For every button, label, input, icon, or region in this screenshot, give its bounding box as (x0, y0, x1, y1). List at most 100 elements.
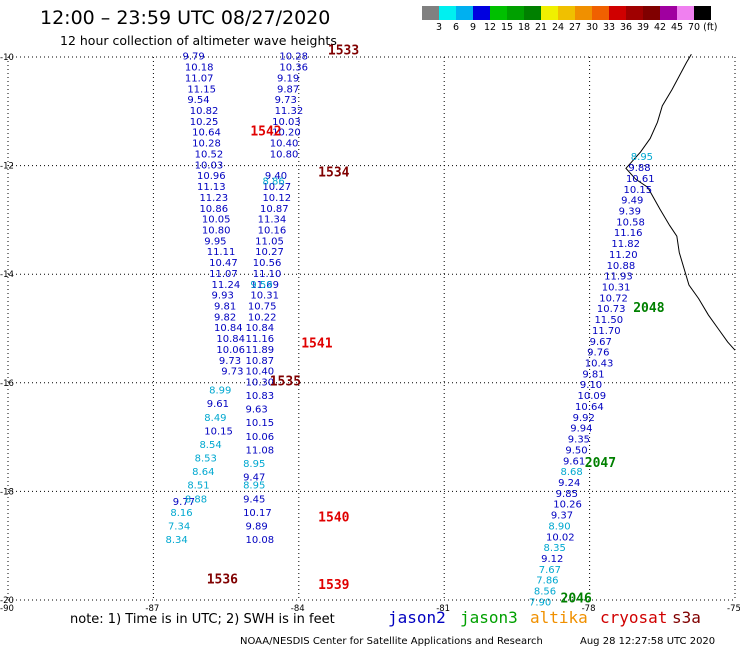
pass-number: 1539 (318, 578, 349, 593)
color-scale-label: 36 (619, 22, 633, 33)
swh-value: 11.34 (258, 215, 287, 226)
swh-value: 10.31 (602, 282, 631, 293)
swh-value: 10.84 (245, 323, 274, 334)
color-scale-label: 24 (551, 22, 565, 33)
color-scale-label: 30 (585, 22, 599, 33)
swh-value: 10.84 (214, 323, 243, 334)
swh-value: 10.28 (279, 52, 308, 63)
swh-value: 10.30 (245, 378, 274, 389)
swh-value: 10.73 (597, 304, 626, 315)
color-scale-swatch (677, 6, 694, 20)
swh-value: 9.95 (204, 236, 226, 247)
pass-number: 1541 (301, 337, 332, 352)
swh-value: 10.86 (199, 204, 228, 215)
swh-value: 8.49 (204, 413, 226, 424)
swh-value: 10.15 (204, 426, 233, 437)
swh-value: 11.05 (255, 236, 284, 247)
color-scale-swatch (575, 6, 592, 20)
swh-value: 10.26 (553, 500, 582, 511)
swh-value: 9.79 (182, 52, 204, 63)
swh-value: 9.24 (558, 478, 580, 489)
swh-value: 10.22 (248, 312, 277, 323)
swh-value: 9.54 (187, 95, 209, 106)
swh-value: 8.16 (170, 508, 192, 519)
swh-value: 11.08 (245, 445, 274, 456)
swh-value: 8.90 (548, 521, 570, 532)
color-scale-swatch (456, 6, 473, 20)
color-scale-label: 27 (568, 22, 582, 33)
swh-value: 9.73 (221, 367, 243, 378)
color-scale-label: 6 (452, 22, 460, 33)
swh-value: 9.10 (580, 380, 602, 391)
lat-tick-label: -20 (0, 596, 14, 606)
swh-value: 11.50 (594, 315, 623, 326)
swh-value: 9.45 (243, 494, 265, 505)
color-scale-label: 3 (435, 22, 443, 33)
swh-value: 10.03 (272, 117, 301, 128)
lon-tick-label: -78 (582, 604, 596, 614)
pass-number: 1540 (318, 510, 349, 525)
color-scale-label: 33 (602, 22, 616, 33)
swh-value: 10.72 (599, 293, 628, 304)
color-scale-swatch (507, 6, 524, 20)
swh-value: 8.88 (185, 494, 207, 505)
swh-value: 11.70 (592, 326, 621, 337)
swh-value: 8.95 (631, 152, 653, 163)
swh-value: 9.63 (245, 405, 267, 416)
legend-jason2: jason2 (388, 608, 446, 627)
swh-value: 9.19 (277, 73, 299, 84)
swh-value: 8.86 (262, 177, 284, 188)
swh-value: 10.80 (202, 225, 231, 236)
pass-number: 1536 (207, 573, 238, 588)
swh-value: 10.47 (209, 258, 238, 269)
swh-value: 10.64 (192, 128, 221, 139)
swh-value: 11.16 (245, 334, 274, 345)
swh-value: 8.51 (187, 481, 209, 492)
coastline (625, 54, 736, 351)
swh-value: 7.34 (168, 521, 190, 532)
swh-value: 10.03 (195, 160, 224, 171)
satellite-legend: jason2 jason3 altika cryosat s3a (388, 608, 738, 630)
swh-value: 8.95 (243, 481, 265, 492)
pass-number: 2047 (585, 456, 616, 471)
swh-value: 9.61 (563, 456, 585, 467)
swh-value: 9.87 (277, 84, 299, 95)
swh-value: 8.68 (561, 467, 583, 478)
lon-tick-label: -84 (291, 604, 305, 614)
legend-altika: altika (530, 608, 588, 627)
swh-value: 9.40 (265, 171, 287, 182)
swh-value: 10.06 (245, 432, 274, 443)
color-scale-label: 12 (483, 22, 497, 33)
swh-value: 9.94 (570, 424, 592, 435)
color-scale-swatch (694, 6, 711, 20)
swh-value: 11.07 (185, 73, 214, 84)
swh-value: 11.13 (197, 182, 226, 193)
swh-value: 10.56 (253, 258, 282, 269)
swh-value: 9.59 (250, 280, 272, 291)
swh-value: 11.89 (245, 345, 274, 356)
color-scale-swatch (524, 6, 541, 20)
color-scale-label: 42 (653, 22, 667, 33)
swh-value: 10.80 (270, 149, 299, 160)
swh-value: 9.81 (582, 369, 604, 380)
swh-value: 11.15 (187, 84, 216, 95)
color-scale-label: 18 (517, 22, 531, 33)
swh-value: 8.95 (243, 459, 265, 470)
swh-value: 10.25 (190, 117, 219, 128)
swh-value: 10.17 (243, 508, 272, 519)
swh-value: 11.23 (199, 193, 228, 204)
swh-value: 10.18 (185, 63, 214, 74)
swh-value: 9.76 (587, 348, 609, 359)
color-scale-swatch (558, 6, 575, 20)
swh-value: 11.16 (614, 228, 643, 239)
swh-value: 10.87 (260, 204, 289, 215)
swh-value: 9.81 (214, 301, 236, 312)
swh-value: 9.37 (551, 511, 573, 522)
color-scale-swatch (609, 6, 626, 20)
swh-value: 9.89 (245, 521, 267, 532)
swh-value: 9.88 (628, 163, 650, 174)
lon-tick-label: -81 (436, 604, 450, 614)
swh-value: 10.20 (272, 128, 301, 139)
swh-value: 7.67 (539, 565, 561, 576)
